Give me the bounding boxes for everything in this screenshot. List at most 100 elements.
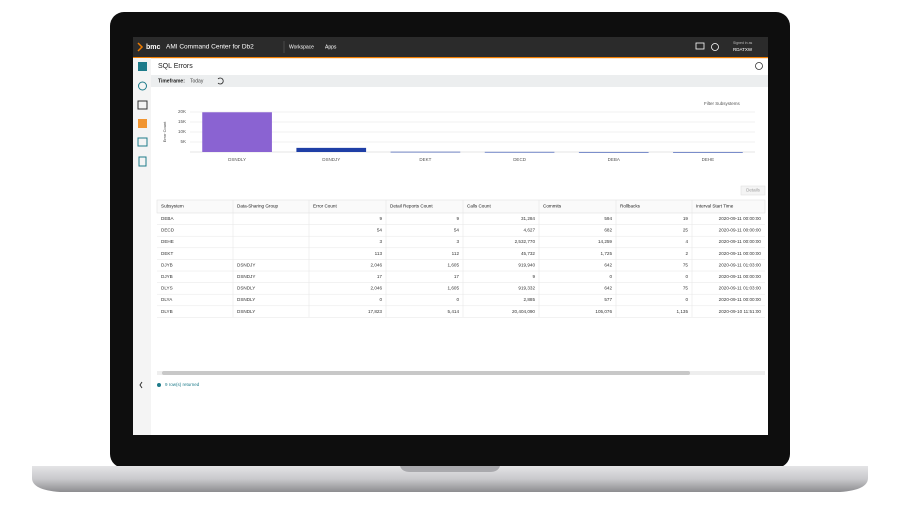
table-cell: 17 (377, 274, 383, 279)
help-icon[interactable] (755, 62, 763, 70)
table-cell: 0 (685, 297, 688, 302)
x-tick-label: DSNDLY (228, 157, 246, 162)
bar (484, 151, 555, 153)
x-tick-label: DECD (513, 157, 527, 162)
bar (390, 151, 461, 153)
table-cell: 2020-09-11 01:03:00 (719, 286, 762, 291)
user-name[interactable]: RDATXW (733, 47, 753, 52)
toolbar (151, 75, 768, 87)
y-tick-label: 15K (178, 119, 186, 124)
nav-link[interactable]: Workspace (289, 44, 314, 50)
table-cell: 54 (377, 228, 383, 233)
sidebar-icon[interactable] (138, 62, 147, 71)
table-cell: 919,940 (518, 262, 535, 267)
scrollbar-thumb[interactable] (162, 371, 690, 375)
row-count: 9 row(s) returned (165, 382, 200, 387)
table-cell: DLYB (161, 309, 173, 314)
brand-logo (137, 42, 144, 52)
column-header: Commits (543, 204, 562, 209)
table-cell: 0 (379, 297, 382, 302)
y-tick-label: 10K (178, 129, 186, 134)
table-cell: 642 (604, 262, 612, 267)
table-cell: 4 (685, 239, 688, 244)
table-cell: DEHE (161, 239, 174, 244)
table-cell: 14,259 (598, 239, 612, 244)
table-cell: 2020-09-11 00:00:00 (719, 239, 762, 244)
table-cell: 9 (379, 216, 382, 221)
y-tick-label: 20K (178, 109, 186, 114)
bar (578, 151, 649, 153)
brand: bmc (146, 44, 161, 51)
table-cell: 594 (604, 216, 612, 221)
table-cell: 2020-09-11 00:00:00 (719, 251, 762, 256)
column-header: Data-Sharing Group (237, 204, 279, 209)
table-cell: 17,823 (368, 309, 382, 314)
timeframe-value[interactable]: Today (190, 78, 204, 84)
column-header: Subsystem (161, 204, 184, 209)
table-cell: DEKT (161, 251, 173, 256)
table-cell: 1,135 (677, 309, 689, 314)
sidebar-icon[interactable] (137, 100, 148, 110)
table-cell: 2,046 (371, 262, 383, 267)
top-bar (133, 37, 768, 57)
table-cell: 75 (683, 286, 689, 291)
table-cell: 20,404,090 (512, 309, 535, 314)
table-cell: 0 (456, 297, 459, 302)
timeframe-label: Timeframe: (158, 78, 185, 84)
sidebar-icon[interactable] (137, 137, 148, 147)
table-cell: 25 (683, 228, 689, 233)
table: Subsystem Data-Sharing Group Error Count De… (156, 199, 766, 318)
column-header: Calls Count (467, 204, 491, 209)
sidebar-icon[interactable] (138, 81, 147, 91)
info-icon (157, 383, 161, 387)
table-cell: 31,284 (521, 216, 535, 221)
table-cell: 0 (685, 274, 688, 279)
details-button-label[interactable]: Details (746, 188, 761, 193)
table-cell: DSNDLY (237, 309, 255, 314)
y-tick-label: 5K (180, 139, 186, 144)
laptop-base (32, 466, 868, 492)
x-tick-label: DEKT (419, 157, 431, 162)
table-cell: 642 (604, 286, 612, 291)
page-title: SQL Errors (158, 63, 193, 70)
sidebar-icon[interactable] (138, 119, 147, 128)
column-header: Interval Start Time (696, 204, 734, 209)
column-header: Rollbacks (620, 204, 641, 209)
table-cell: 2020-09-11 01:03:00 (719, 262, 762, 267)
notifications-icon[interactable] (695, 42, 705, 50)
table-cell: DECD (161, 228, 175, 233)
table-cell: DSNDLY (237, 297, 255, 302)
sidebar-icon[interactable] (138, 156, 147, 167)
signed-in-label: Signed in as (733, 41, 753, 45)
table-cell: DLYS (161, 286, 173, 291)
table-cell: DSNDJY (237, 274, 255, 279)
column-header: Error Count (313, 204, 337, 209)
table-cell: 4,627 (524, 228, 536, 233)
app-title: AMI Command Center for Db2 (166, 44, 254, 51)
x-tick-label: DEBA (608, 157, 620, 162)
refresh-icon[interactable] (217, 77, 224, 85)
help-icon[interactable] (711, 43, 719, 51)
table-cell: 45,732 (521, 251, 535, 256)
table-cell: DJYB (161, 262, 173, 267)
bar (296, 147, 367, 152)
table-cell: 5,414 (448, 309, 460, 314)
table-cell: 919,332 (518, 286, 535, 291)
filter-dropdown[interactable]: Filter Subsystems (704, 101, 741, 106)
table-cell: 2020-09-10 11:51:00 (719, 309, 762, 314)
table-cell: 2020-09-11 00:00:00 (719, 228, 762, 233)
details-button[interactable] (740, 185, 766, 196)
table-cell: DSNDJY (237, 262, 255, 267)
collapse-icon[interactable] (139, 381, 143, 389)
table-cell: 17 (454, 274, 460, 279)
table-cell: 1,605 (448, 286, 460, 291)
table-cell: 105,076 (595, 309, 612, 314)
table-cell: 3 (379, 239, 382, 244)
nav-link[interactable]: Apps (325, 44, 337, 50)
table-cell: 113 (375, 251, 383, 256)
table-cell: 112 (452, 251, 460, 256)
table-cell: 3 (456, 239, 459, 244)
top-bar-accent (133, 57, 768, 59)
